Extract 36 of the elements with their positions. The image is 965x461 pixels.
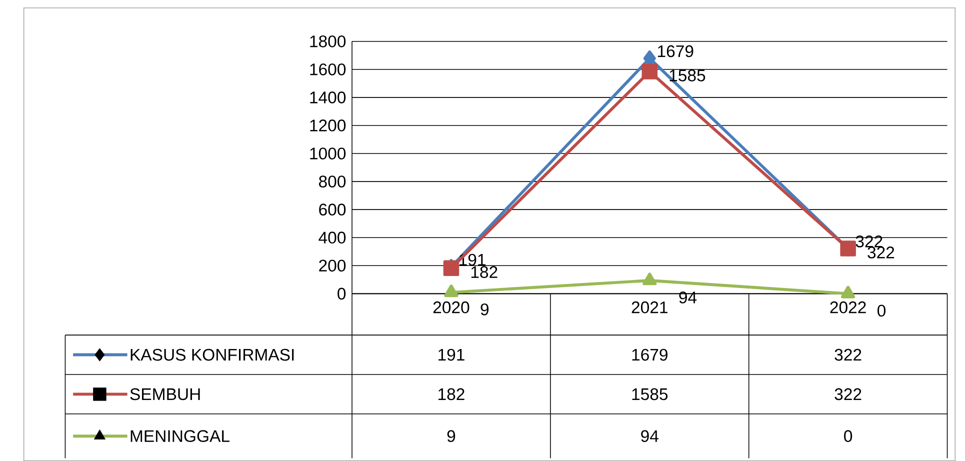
y-tick-label: 0	[338, 288, 346, 300]
x-tick-label: 2021	[632, 301, 668, 314]
data-label: 1585	[632, 388, 668, 400]
legend-label: KASUS KONFIRMASI	[130, 348, 294, 361]
text: 182	[471, 266, 498, 278]
y-tick-label: 200	[319, 260, 346, 272]
data-label: 94	[641, 430, 658, 442]
data-label: 322	[834, 348, 862, 361]
data-label: 9	[447, 430, 456, 442]
y-tick-label: 600	[319, 204, 346, 216]
y-tick-label: 1800	[310, 35, 346, 48]
data-label: 191	[438, 348, 464, 361]
legend-label: MENINGGAL	[130, 430, 230, 442]
text: 1585	[670, 69, 706, 82]
y-tick-label: 1200	[310, 119, 346, 132]
y-tick-label: 400	[318, 232, 346, 244]
point	[642, 64, 658, 80]
y-tick-label: 1600	[310, 63, 346, 76]
y-tick-label: 1000	[310, 147, 346, 160]
x-tick-label: 2022	[830, 301, 866, 314]
data-label: 0	[844, 430, 852, 442]
data-label: 322	[834, 388, 862, 400]
point	[444, 284, 458, 297]
text: 9	[480, 303, 489, 316]
x-tick-label: 2020	[433, 301, 470, 314]
data-label: 182	[438, 388, 464, 400]
y-tick-label: 800	[319, 176, 346, 188]
legend-label: SEMBUH	[130, 388, 200, 400]
text: 1679	[658, 45, 694, 58]
text: 322	[868, 246, 894, 258]
data-label: 1679	[632, 348, 668, 361]
y-tick-label: 1400	[310, 91, 346, 104]
point	[841, 286, 856, 298]
point	[642, 272, 657, 286]
text: 94	[679, 291, 697, 304]
text: 0	[878, 304, 886, 316]
